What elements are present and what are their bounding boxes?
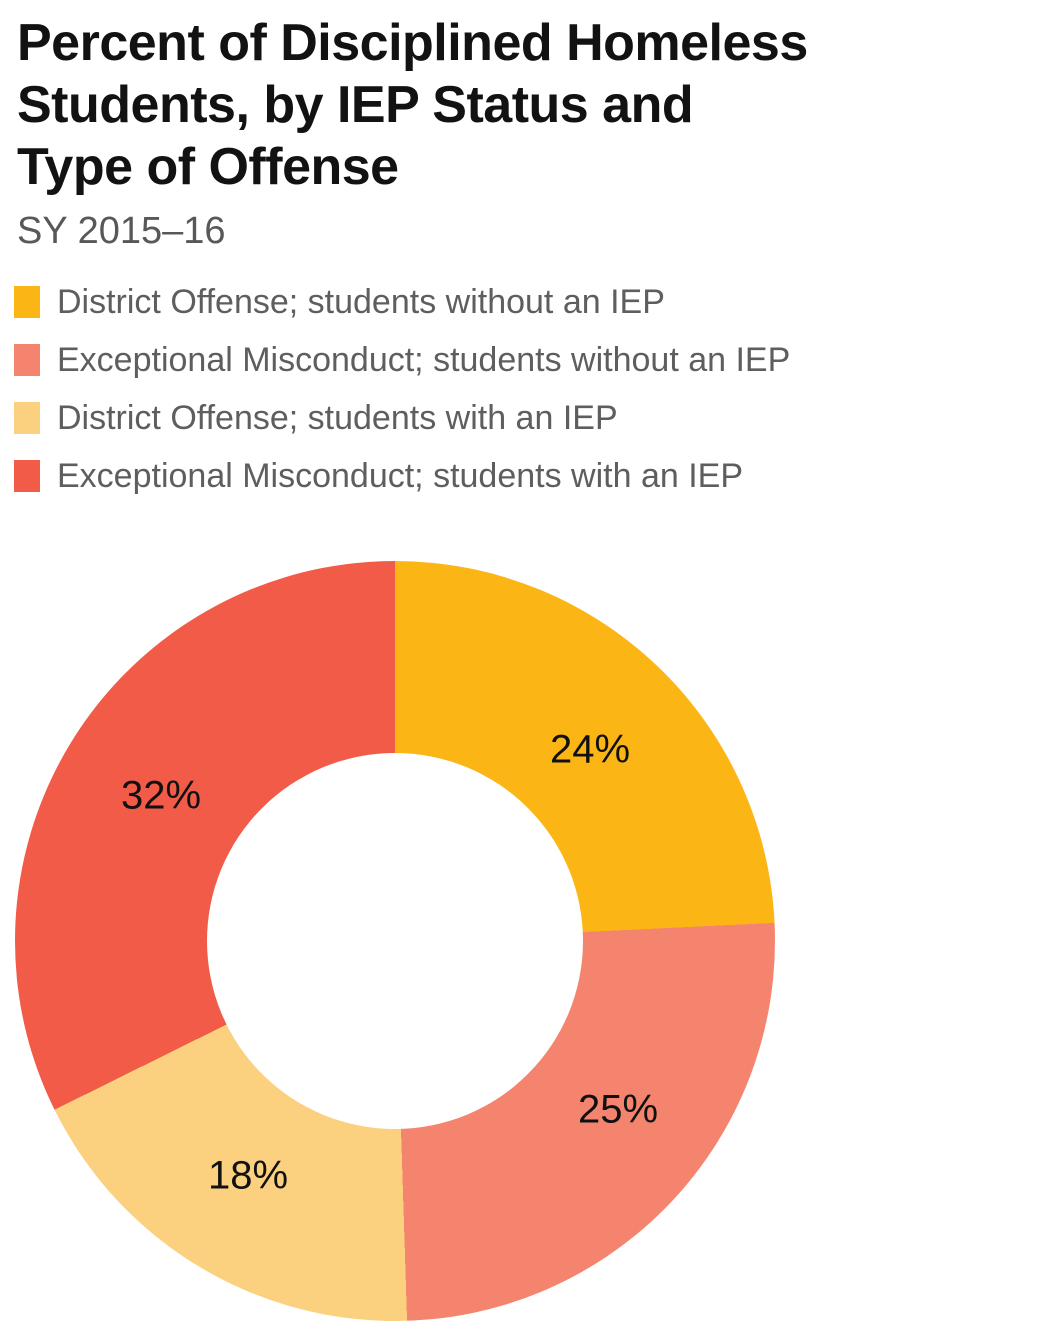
- legend-label: Exceptional Misconduct; students with an…: [57, 456, 744, 495]
- legend-swatch-exceptional-misconduct-with-iep: [14, 460, 40, 492]
- chart-title-line-1: Percent of Disciplined Homeless: [17, 14, 808, 72]
- chart-title-line-3: Type of Offense: [17, 138, 399, 196]
- legend-label: District Offense; students without an IE…: [57, 282, 665, 321]
- legend-swatch-exceptional-misconduct-without-iep: [14, 344, 40, 376]
- chart-subtitle: SY 2015–16: [17, 210, 226, 252]
- legend-item-exceptional-misconduct-with-iep: Exceptional Misconduct; students with an…: [14, 457, 790, 495]
- chart-title: Percent of Disciplined Homeless Students…: [17, 12, 808, 198]
- donut-ring: 24% 25% 18% 32%: [15, 561, 775, 1321]
- slice-label-district-offense-with-iep: 18%: [207, 1153, 289, 1198]
- donut-hole: [207, 753, 583, 1129]
- legend-swatch-district-offense-without-iep: [14, 286, 40, 318]
- legend-item-district-offense-with-iep: District Offense; students with an IEP: [14, 399, 790, 437]
- legend-label: Exceptional Misconduct; students without…: [57, 340, 791, 379]
- legend-item-exceptional-misconduct-without-iep: Exceptional Misconduct; students without…: [14, 341, 790, 379]
- legend-label: District Offense; students with an IEP: [57, 398, 618, 437]
- slice-label-exceptional-misconduct-without-iep: 25%: [577, 1087, 659, 1132]
- slice-label-district-offense-without-iep: 24%: [549, 727, 631, 772]
- slice-label-exceptional-misconduct-with-iep: 32%: [120, 773, 202, 818]
- chart-title-line-2: Students, by IEP Status and: [17, 76, 694, 134]
- legend: District Offense; students without an IE…: [14, 283, 790, 518]
- legend-item-district-offense-without-iep: District Offense; students without an IE…: [14, 283, 790, 321]
- legend-swatch-district-offense-with-iep: [14, 402, 40, 434]
